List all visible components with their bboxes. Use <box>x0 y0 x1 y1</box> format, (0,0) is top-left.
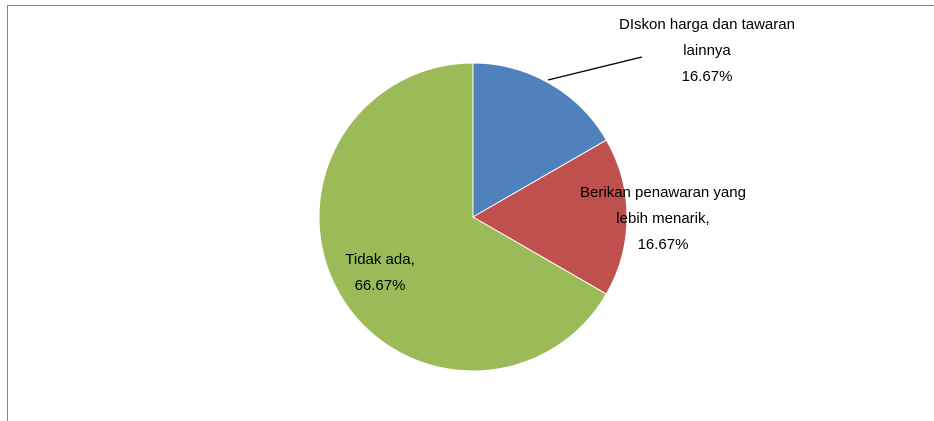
data-label-category: DIskon harga dan tawaran lainnya <box>619 16 795 59</box>
pie-slice <box>318 62 608 372</box>
data-label-value: 66.67% <box>354 277 406 294</box>
pie-slice <box>472 139 628 295</box>
data-label-category: Berikan penawaran yang lebih menarik, <box>580 184 746 227</box>
data-label-value: 16.67% <box>637 236 689 253</box>
leader-line <box>547 56 643 81</box>
data-label-category: Tidak ada, <box>345 251 415 268</box>
data-label-value: 16.67% <box>681 68 733 85</box>
chart-frame <box>7 5 934 421</box>
pie-slice <box>472 62 608 218</box>
